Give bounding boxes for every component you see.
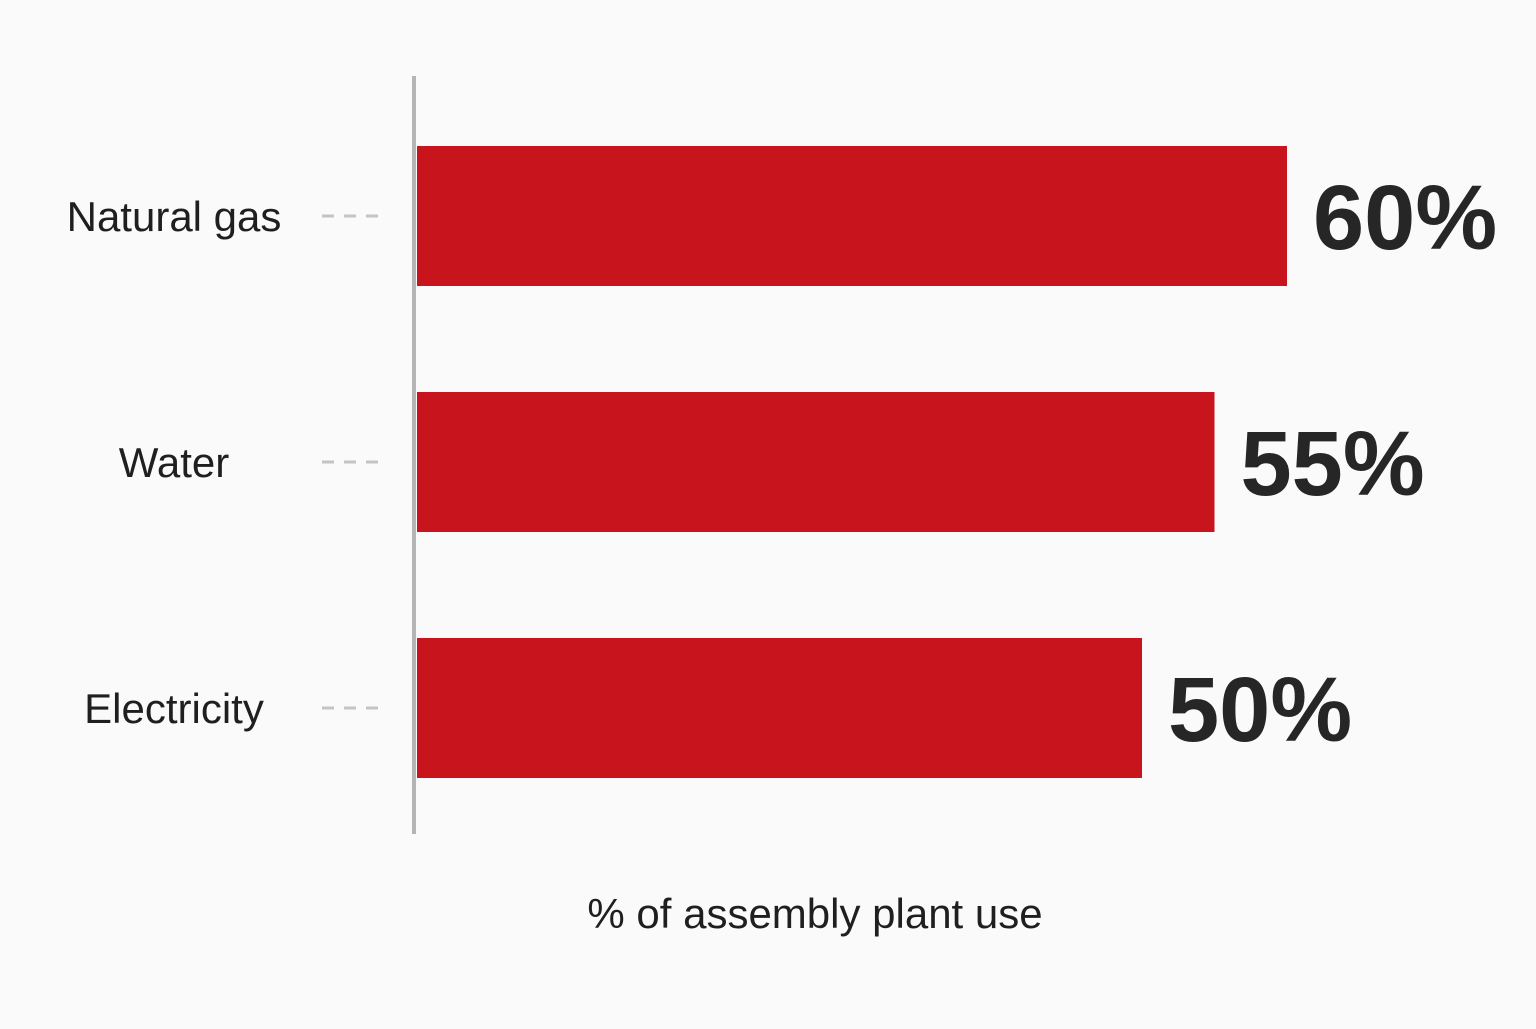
value-label-electricity: 50% xyxy=(1168,659,1352,761)
bars-group: Natural gas 60% Water 55% Electricity 50% xyxy=(67,146,1497,778)
bar-natural-gas xyxy=(417,146,1287,286)
bar-water xyxy=(417,392,1215,532)
value-label-water: 55% xyxy=(1241,413,1425,515)
x-axis-label: % of assembly plant use xyxy=(587,890,1042,937)
category-label-natural-gas: Natural gas xyxy=(67,193,282,240)
category-label-water: Water xyxy=(119,439,229,486)
category-label-electricity: Electricity xyxy=(84,685,264,732)
bar-electricity xyxy=(417,638,1142,778)
value-label-natural-gas: 60% xyxy=(1313,167,1497,269)
